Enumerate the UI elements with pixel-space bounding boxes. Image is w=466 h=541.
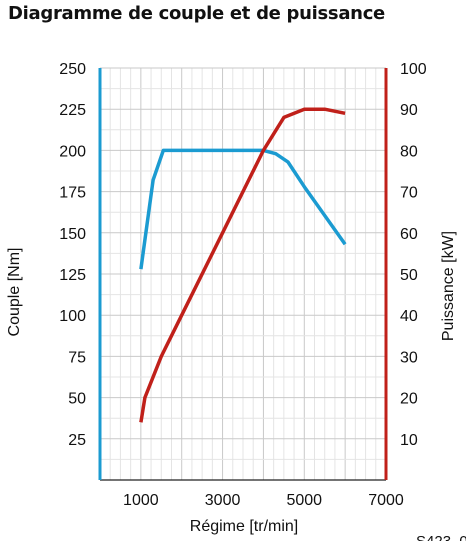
y-left-tick-label: 75 <box>68 349 86 366</box>
y-right-tick-label: 60 <box>400 226 418 243</box>
chart-title: Diagramme de couple et de puissance <box>8 3 385 24</box>
y-left-tick-label: 100 <box>59 308 86 325</box>
y-left-tick-label: 150 <box>59 226 86 243</box>
y-right-tick-label: 90 <box>400 102 418 119</box>
y-right-tick-label: 40 <box>400 308 418 325</box>
y-axis-left-label: Couple [Nm] <box>6 248 23 337</box>
y-left-tick-label: 200 <box>59 143 86 160</box>
series-group <box>139 107 347 423</box>
x-tick-label: 1000 <box>123 492 159 509</box>
y-right-tick-label: 30 <box>400 349 418 366</box>
y-right-tick-label: 10 <box>400 432 418 449</box>
y-axis-right-label: Puissance [kW] <box>440 231 457 341</box>
y-left-tick-label: 175 <box>59 185 86 202</box>
y-left-tick-label: 25 <box>68 432 86 449</box>
y-left-tick-label: 125 <box>59 267 86 284</box>
figure-reference: S423_03 <box>416 533 466 541</box>
x-axis-label: Régime [tr/min] <box>190 518 298 535</box>
y-right-tick-label: 20 <box>400 391 418 408</box>
y-right-tick-label: 70 <box>400 185 418 202</box>
y-left-tick-label: 225 <box>59 102 86 119</box>
tick-labels: 1000 3000 5000 7000 25 50 75 100 125 150 175 200 225… <box>59 61 427 509</box>
y-left-tick-label: 50 <box>68 391 86 408</box>
axes <box>98 68 388 481</box>
y-right-tick-label: 80 <box>400 143 418 160</box>
series-line-torque <box>139 148 347 270</box>
x-tick-label: 7000 <box>368 492 404 509</box>
series-line-power <box>139 107 346 423</box>
y-right-tick-label: 50 <box>400 267 418 284</box>
x-tick-label: 3000 <box>205 492 241 509</box>
x-tick-label: 5000 <box>286 492 322 509</box>
y-right-tick-label: 100 <box>400 61 427 78</box>
y-left-tick-label: 250 <box>59 61 86 78</box>
